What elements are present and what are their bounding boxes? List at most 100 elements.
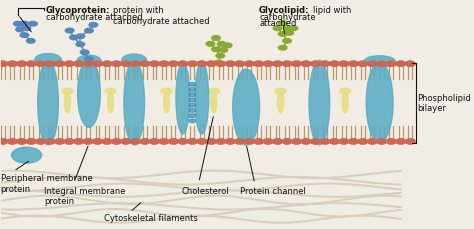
Ellipse shape (309, 61, 330, 145)
Circle shape (216, 62, 226, 67)
Circle shape (46, 62, 55, 67)
Circle shape (197, 139, 207, 144)
Text: carbohydrate: carbohydrate (259, 13, 316, 22)
Circle shape (339, 139, 349, 144)
Circle shape (27, 139, 36, 144)
Circle shape (197, 62, 207, 67)
Circle shape (159, 139, 169, 144)
Circle shape (377, 62, 386, 67)
Circle shape (219, 49, 228, 53)
Circle shape (207, 139, 216, 144)
Circle shape (311, 62, 320, 67)
Circle shape (178, 62, 188, 67)
Circle shape (0, 62, 8, 67)
Circle shape (169, 139, 178, 144)
Circle shape (189, 83, 196, 87)
Circle shape (55, 139, 64, 144)
Circle shape (150, 62, 159, 67)
Circle shape (112, 62, 121, 67)
Circle shape (283, 62, 292, 67)
Circle shape (207, 62, 216, 67)
Circle shape (27, 139, 36, 144)
Circle shape (112, 139, 121, 144)
Text: Integral membrane
protein: Integral membrane protein (44, 186, 125, 205)
Circle shape (0, 139, 8, 144)
Circle shape (189, 109, 196, 113)
Ellipse shape (211, 93, 217, 113)
Circle shape (235, 62, 245, 67)
Circle shape (150, 62, 159, 67)
Circle shape (377, 62, 386, 67)
Circle shape (320, 139, 330, 144)
Circle shape (178, 62, 188, 67)
Circle shape (273, 27, 282, 31)
Circle shape (8, 62, 17, 67)
Circle shape (188, 62, 197, 67)
Circle shape (93, 139, 102, 144)
Circle shape (358, 62, 367, 67)
Circle shape (169, 62, 178, 67)
Circle shape (235, 139, 245, 144)
Circle shape (65, 29, 74, 34)
Circle shape (74, 139, 83, 144)
Circle shape (367, 139, 377, 144)
Circle shape (283, 139, 292, 144)
Circle shape (245, 62, 254, 67)
Circle shape (17, 139, 27, 144)
Circle shape (121, 139, 131, 144)
Text: attached: attached (259, 19, 296, 28)
Circle shape (245, 62, 254, 67)
Circle shape (208, 89, 219, 95)
Circle shape (273, 139, 283, 144)
Circle shape (349, 139, 358, 144)
Circle shape (311, 62, 320, 67)
Ellipse shape (122, 55, 146, 67)
Circle shape (70, 36, 78, 41)
Circle shape (339, 62, 349, 67)
Circle shape (216, 54, 225, 59)
Circle shape (278, 46, 287, 51)
Text: lipid with: lipid with (313, 6, 351, 15)
Circle shape (93, 62, 102, 67)
Circle shape (161, 89, 172, 95)
Circle shape (20, 34, 29, 38)
Circle shape (36, 62, 46, 67)
Circle shape (283, 27, 292, 31)
Circle shape (226, 139, 235, 144)
Circle shape (283, 62, 292, 67)
Circle shape (367, 62, 377, 67)
Circle shape (189, 104, 196, 108)
Ellipse shape (195, 63, 209, 134)
Circle shape (188, 139, 197, 144)
Circle shape (226, 139, 235, 144)
Circle shape (311, 139, 320, 144)
Circle shape (0, 139, 8, 144)
Circle shape (254, 139, 264, 144)
Circle shape (216, 139, 226, 144)
Circle shape (150, 139, 159, 144)
Circle shape (20, 22, 29, 27)
Circle shape (377, 139, 386, 144)
Circle shape (140, 139, 150, 144)
Text: protein with
carbohydrate attached: protein with carbohydrate attached (113, 6, 210, 26)
Circle shape (278, 22, 287, 26)
Circle shape (273, 139, 283, 144)
Circle shape (131, 139, 140, 144)
Circle shape (311, 139, 320, 144)
Circle shape (74, 62, 83, 67)
Circle shape (275, 89, 286, 95)
Circle shape (83, 139, 93, 144)
Circle shape (169, 139, 178, 144)
Circle shape (36, 139, 46, 144)
Circle shape (396, 139, 405, 144)
Ellipse shape (38, 61, 58, 145)
Circle shape (330, 62, 339, 67)
Circle shape (55, 62, 64, 67)
Circle shape (27, 39, 35, 44)
Circle shape (64, 62, 74, 67)
Ellipse shape (11, 147, 42, 164)
Circle shape (320, 139, 330, 144)
Circle shape (386, 62, 396, 67)
Circle shape (189, 93, 196, 97)
Text: Glycolipid:: Glycolipid: (259, 6, 310, 15)
